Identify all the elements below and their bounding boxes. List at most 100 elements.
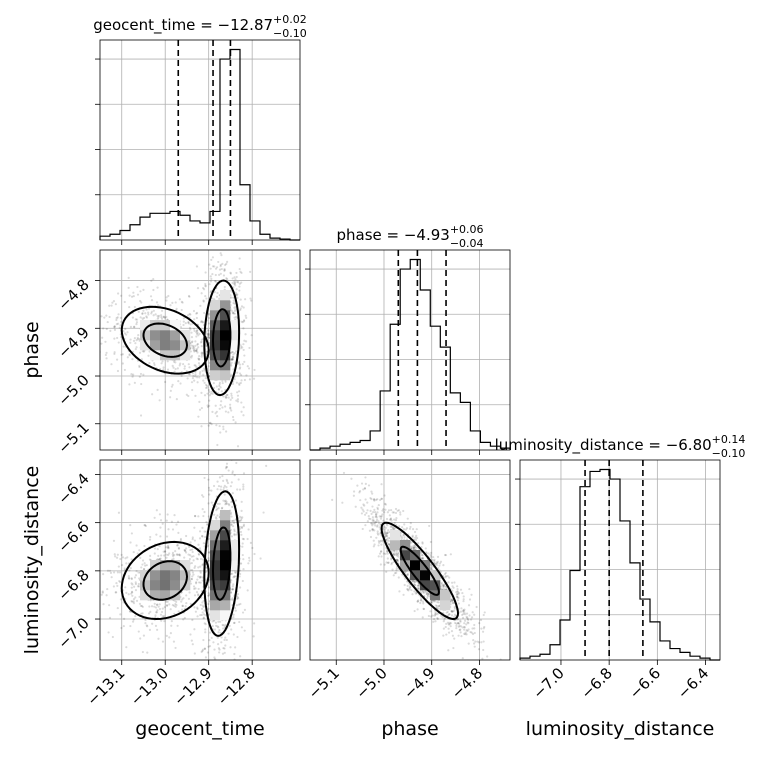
sample-point — [249, 541, 252, 544]
sample-point — [117, 341, 120, 344]
sample-point — [179, 539, 182, 542]
sample-point — [129, 338, 132, 341]
sample-point — [165, 299, 168, 302]
sample-point — [229, 646, 232, 649]
sample-point — [440, 583, 443, 586]
sample-point — [233, 534, 236, 537]
sample-point — [156, 628, 159, 631]
sample-point — [378, 522, 381, 525]
density-cell — [220, 290, 231, 301]
sample-point — [172, 360, 176, 363]
sample-point — [203, 381, 206, 384]
sample-point — [451, 599, 455, 602]
sample-point — [187, 373, 191, 376]
sample-point — [142, 288, 145, 291]
sample-point — [380, 555, 383, 558]
sample-point — [396, 559, 399, 563]
sample-point — [385, 532, 388, 535]
sample-point — [235, 350, 238, 353]
sample-point — [462, 610, 465, 613]
sample-point — [203, 369, 206, 372]
sample-point — [221, 652, 225, 655]
sample-point — [148, 538, 152, 541]
sample-point — [113, 326, 116, 329]
sample-point — [228, 504, 231, 507]
sample-point — [236, 595, 239, 598]
sample-point — [456, 595, 459, 598]
sample-point — [224, 410, 227, 413]
sample-point — [233, 312, 236, 315]
sample-point — [371, 492, 374, 495]
sample-point — [354, 505, 357, 508]
sample-point — [392, 553, 395, 557]
sample-point — [131, 600, 134, 603]
sample-point — [141, 559, 145, 562]
sample-point — [393, 518, 396, 521]
sample-point — [474, 640, 477, 643]
sample-point — [412, 546, 415, 549]
sample-point — [188, 366, 191, 369]
sample-point — [376, 498, 379, 501]
density-cell — [220, 560, 231, 571]
sample-point — [204, 386, 208, 389]
sample-point — [146, 651, 149, 654]
sample-point — [216, 291, 219, 295]
sample-point — [119, 320, 123, 324]
sample-point — [234, 571, 237, 574]
pair-frame — [309, 459, 511, 661]
sample-point — [225, 393, 228, 397]
sample-point — [124, 557, 127, 560]
sample-point — [239, 572, 242, 576]
sample-point — [222, 479, 225, 482]
sample-point — [424, 590, 427, 593]
sample-point — [207, 592, 210, 595]
sample-point — [411, 593, 414, 596]
sample-point — [240, 401, 243, 404]
sample-point — [156, 609, 159, 612]
sample-point — [197, 543, 200, 546]
sample-point — [201, 563, 205, 566]
sample-point — [119, 557, 122, 561]
sample-point — [384, 530, 387, 533]
sample-point — [216, 488, 219, 491]
sample-point — [145, 624, 148, 627]
sample-point — [442, 564, 445, 567]
sample-point — [399, 513, 402, 516]
sample-point — [124, 327, 127, 331]
sample-point — [442, 627, 445, 630]
sample-point — [370, 512, 373, 515]
sample-point — [158, 399, 161, 402]
sample-point — [139, 316, 142, 319]
density-cell — [220, 570, 231, 581]
density-cell — [140, 340, 151, 351]
sample-point — [194, 582, 198, 585]
sample-point — [163, 316, 167, 319]
sample-point — [170, 385, 174, 388]
sample-point — [459, 628, 462, 631]
sample-point — [241, 537, 244, 540]
sample-point — [243, 629, 246, 632]
sample-point — [115, 316, 118, 320]
sample-point — [139, 290, 142, 293]
sample-point — [398, 525, 401, 528]
sample-point — [201, 648, 205, 651]
sample-point — [259, 557, 262, 560]
sample-point — [374, 524, 377, 527]
sample-point — [420, 551, 423, 555]
sample-point — [117, 313, 120, 316]
sample-point — [177, 547, 181, 550]
sample-point — [207, 586, 211, 589]
sample-point — [435, 564, 438, 567]
sample-point — [380, 497, 383, 500]
sample-point — [473, 631, 476, 635]
sample-point — [249, 297, 252, 300]
density-cell — [410, 560, 421, 571]
sample-point — [395, 516, 398, 520]
sample-point — [230, 523, 233, 526]
sample-point — [199, 565, 202, 568]
sample-point — [360, 512, 363, 515]
sample-point — [434, 613, 437, 616]
sample-point — [375, 514, 378, 518]
sample-point — [187, 321, 190, 324]
sample-point — [185, 602, 188, 605]
